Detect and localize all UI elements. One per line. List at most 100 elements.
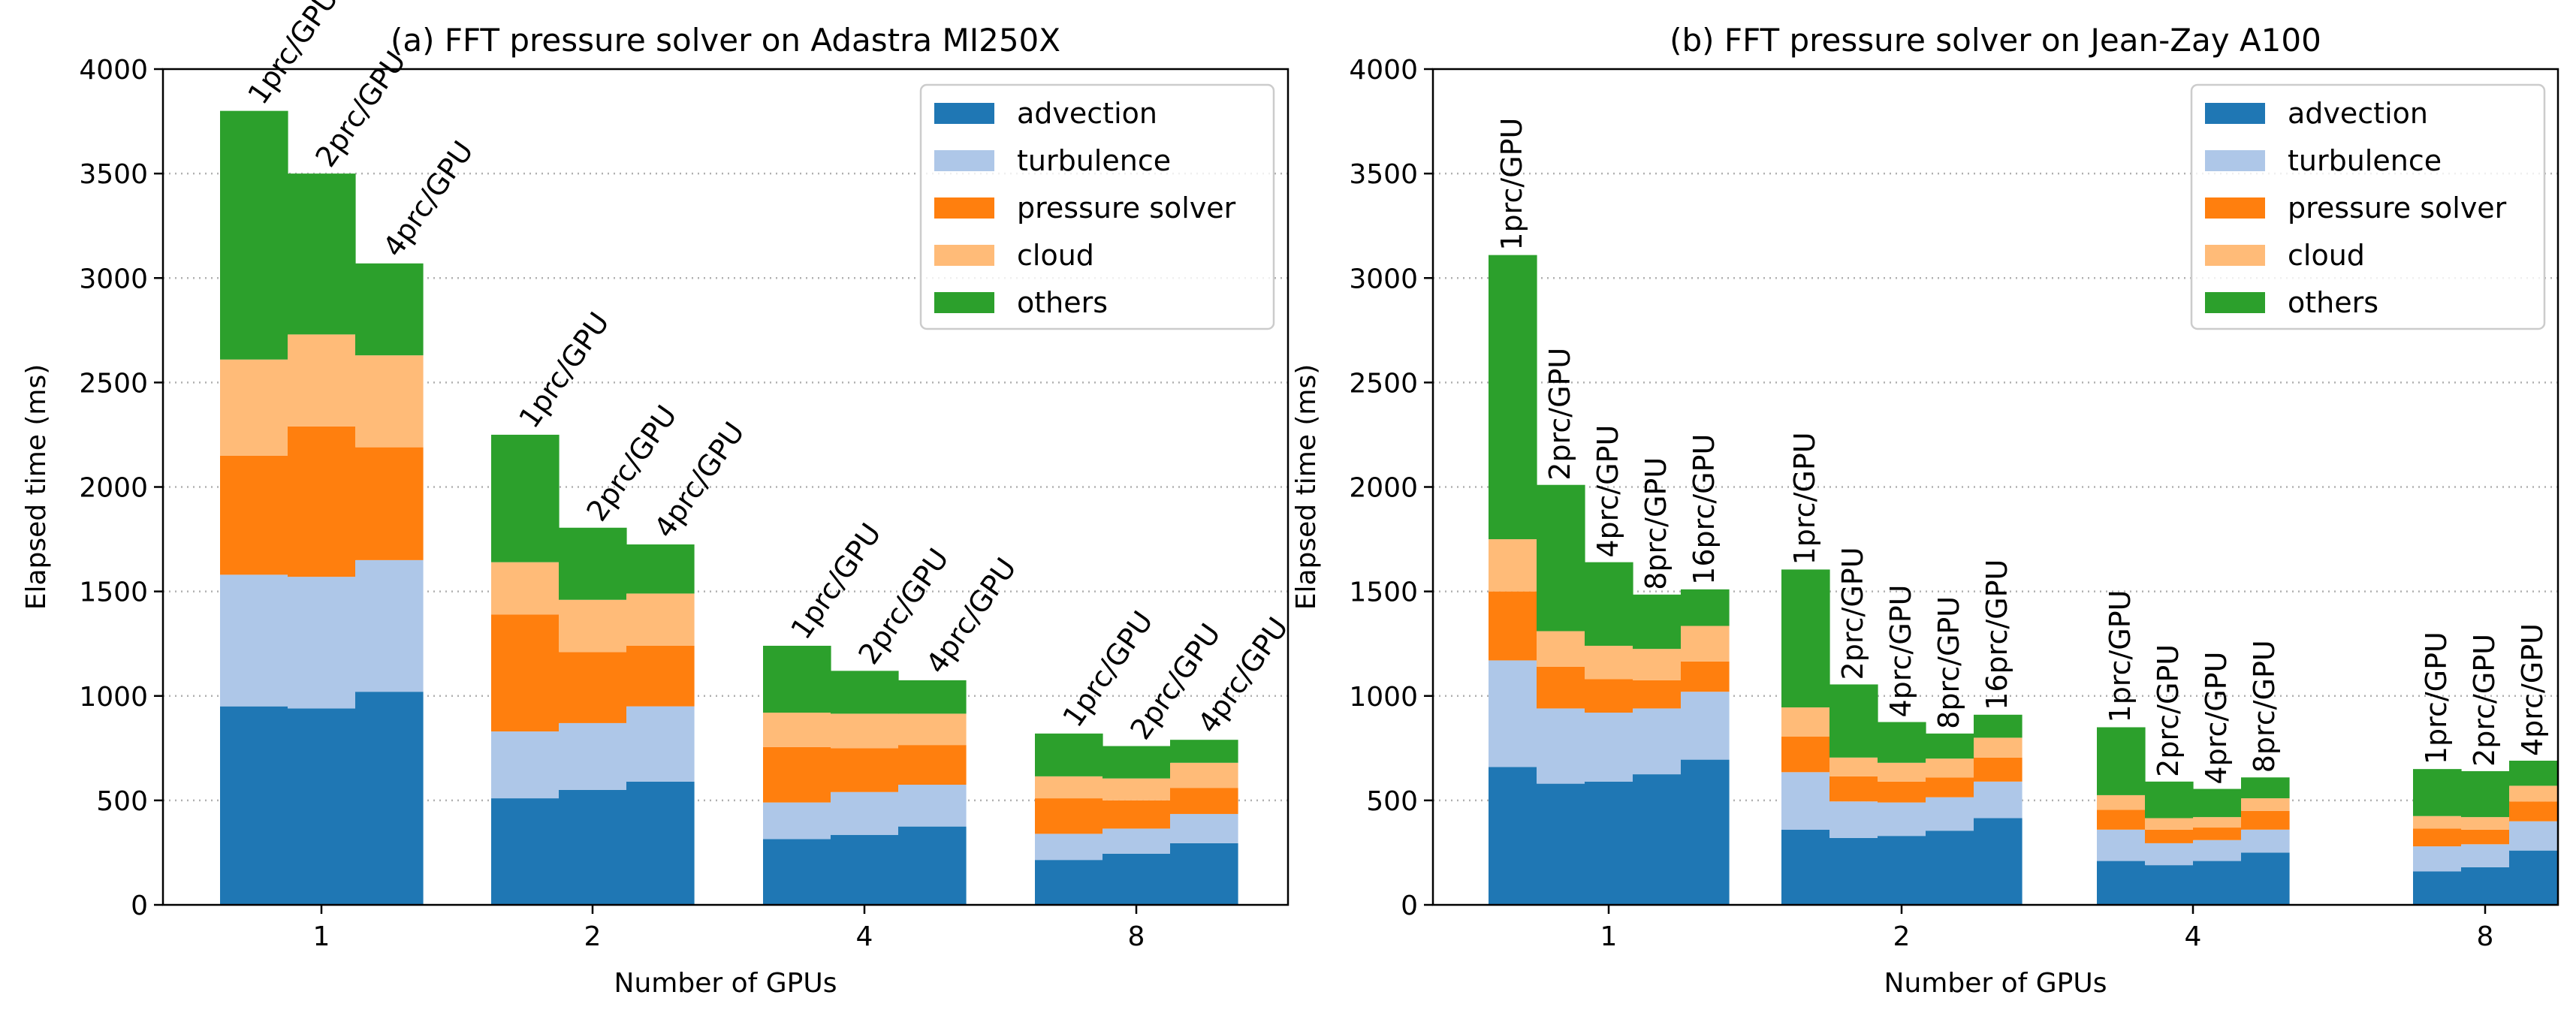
bar-segment-advection	[2241, 852, 2290, 905]
bar-label: 2prc/GPU	[2152, 644, 2185, 777]
y-tick-label: 2500	[1349, 368, 1418, 399]
y-tick-label: 4000	[79, 55, 148, 86]
bar-segment-cloud	[1035, 776, 1103, 799]
bar-segment-others	[626, 544, 695, 594]
bar-segment-others	[1878, 722, 1926, 763]
bar-segment-cloud	[763, 713, 831, 747]
y-tick-label: 2500	[79, 368, 148, 399]
legend-label: others	[2288, 286, 2378, 319]
x-axis-label: Number of GPUs	[1884, 968, 2107, 999]
bar-segment-pressure-solver	[491, 614, 560, 732]
bar-segment-cloud	[2145, 818, 2194, 830]
y-tick-label: 1000	[1349, 682, 1418, 713]
bar-segment-others	[1681, 589, 1730, 626]
chart-panel-b: 0 500 1000 1500 2000 2500 3000 3500 4000 1prc/GPU…	[1291, 22, 2559, 999]
bar-segment-turbulence	[559, 722, 627, 790]
bar-label: 4prc/GPU	[2516, 623, 2549, 756]
bar-segment-advection	[559, 789, 627, 905]
y-tick-label: 0	[1401, 891, 1418, 921]
bar-segment-pressure-solver	[1585, 679, 1633, 713]
bar-segment-cloud	[1585, 645, 1633, 680]
bar-segment-pressure-solver	[2461, 829, 2510, 845]
bar-segment-advection	[2193, 861, 2242, 905]
bar-segment-advection	[491, 798, 560, 905]
bar-segment-pressure-solver	[2097, 809, 2146, 830]
bar-segment-pressure-solver	[1633, 680, 1682, 709]
bar-segment-pressure-solver	[1781, 737, 1830, 773]
bar-segment-cloud	[1489, 539, 1537, 592]
y-tick-label: 1000	[79, 682, 148, 713]
bar-segment-turbulence	[288, 577, 356, 709]
bar-segment-others	[2241, 777, 2290, 799]
bar-segment-turbulence	[1781, 772, 1830, 830]
bar-segment-turbulence	[2097, 829, 2146, 861]
y-tick-label: 1500	[79, 577, 148, 608]
bar-segment-cloud	[1974, 737, 2022, 758]
bar-segment-advection	[831, 834, 899, 905]
bar-segment-pressure-solver	[1681, 661, 1730, 692]
x-tick-label: 2	[584, 921, 602, 952]
legend-label: turbulence	[1017, 144, 1171, 177]
bar-segment-advection	[1489, 767, 1537, 905]
legend-swatch	[934, 245, 994, 266]
bar-segment-cloud	[288, 334, 356, 427]
bar-segment-advection	[220, 706, 288, 905]
bar-label: 1prc/GPU	[2420, 632, 2453, 764]
bar-segment-others	[1170, 740, 1238, 763]
y-tick-label: 500	[96, 786, 148, 817]
bar-segment-cloud	[1170, 762, 1238, 788]
bar-segment-turbulence	[898, 785, 967, 827]
bar-segment-turbulence	[220, 574, 288, 707]
bar-segment-others	[1633, 594, 1682, 650]
bar-segment-cloud	[1829, 757, 1878, 776]
bar-label: 16prc/GPU	[1980, 559, 2013, 710]
bar-segment-others	[1489, 255, 1537, 540]
bar-label: 1prc/GPU	[1788, 432, 1821, 565]
bar-segment-others	[355, 263, 424, 356]
bar-segment-advection	[1035, 860, 1103, 905]
bar-segment-others	[831, 671, 899, 714]
bar-segment-turbulence	[1829, 801, 1878, 838]
bar-segment-pressure-solver	[1974, 757, 2022, 782]
bar-label: 4prc/GPU	[1884, 585, 1917, 718]
bar-segment-turbulence	[1035, 834, 1103, 861]
bar-segment-cloud	[626, 593, 695, 646]
bar-segment-advection	[1829, 837, 1878, 905]
legend-label: cloud	[2288, 239, 2365, 272]
bar-segment-cloud	[559, 599, 627, 653]
bar-segment-cloud	[898, 713, 967, 746]
bar-segment-cloud	[1781, 707, 1830, 737]
bar-segment-advection	[2097, 861, 2146, 905]
y-tick-label: 0	[131, 891, 148, 921]
legend-swatch	[2205, 103, 2265, 124]
legend-label: pressure solver	[1017, 191, 1236, 225]
legend-box	[919, 83, 1275, 330]
legend-label: pressure solver	[2288, 191, 2507, 225]
legend-swatch	[2205, 150, 2265, 171]
bar-segment-turbulence	[2509, 821, 2558, 851]
bar-segment-turbulence	[2241, 829, 2290, 853]
x-tick-label: 1	[1600, 921, 1618, 952]
bar-segment-others	[2193, 788, 2242, 818]
bar-segment-advection	[1537, 783, 1585, 905]
bar-segment-pressure-solver	[2509, 801, 2558, 822]
bar-segment-others	[559, 527, 627, 600]
bar-segment-advection	[1170, 843, 1238, 905]
chart-panel-a: 0 500 1000 1500 2000 2500 3000 3500 4000 1prc/GPU…	[21, 0, 1295, 999]
bar-segment-advection	[288, 708, 356, 905]
bar-segment-advection	[1781, 829, 1830, 905]
legend-swatch	[934, 197, 994, 219]
bar-segment-pressure-solver	[831, 748, 899, 792]
bar-segment-advection	[763, 839, 831, 905]
y-tick-label: 1500	[1349, 577, 1418, 608]
bar-label: 16prc/GPU	[1688, 434, 1721, 585]
chart-title: (a) FFT pressure solver on Adastra MI250…	[391, 22, 1060, 59]
bar-segment-others	[1102, 746, 1171, 779]
y-axis-label: Elapsed time (ms)	[1291, 364, 1322, 611]
bar-segment-cloud	[1681, 626, 1730, 662]
bar-segment-turbulence	[2193, 840, 2242, 861]
bar-segment-advection	[1878, 836, 1926, 905]
legend: advection turbulence pressure solver cloud o…	[919, 83, 1275, 330]
bar-segment-others	[220, 110, 288, 360]
bar-label: 4prc/GPU	[376, 135, 480, 263]
